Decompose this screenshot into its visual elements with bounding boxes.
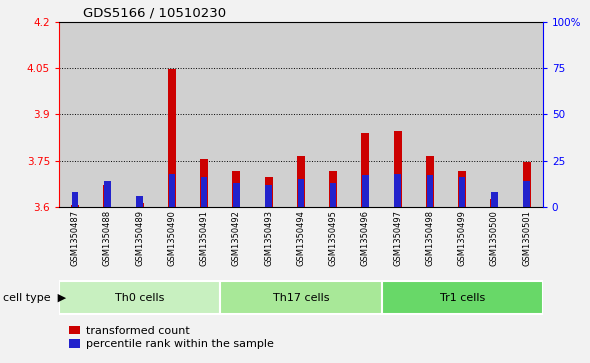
Bar [523, 162, 531, 207]
Bar [103, 185, 112, 207]
Bar [253, 22, 285, 207]
Bar [427, 175, 433, 207]
Bar [297, 156, 305, 207]
Bar [104, 181, 110, 207]
Bar [361, 134, 369, 207]
Bar [220, 22, 253, 207]
Bar [458, 171, 466, 207]
Bar [232, 171, 241, 207]
Bar [491, 192, 497, 207]
Bar [123, 22, 156, 207]
Bar [233, 183, 240, 207]
Bar [490, 199, 499, 207]
Bar [298, 179, 304, 207]
Bar [285, 22, 317, 207]
Bar [156, 22, 188, 207]
Legend: transformed count, percentile rank within the sample: transformed count, percentile rank withi… [64, 321, 278, 354]
Bar [382, 22, 414, 207]
Bar [72, 192, 78, 207]
Bar [168, 69, 176, 207]
Bar [394, 131, 402, 207]
Bar [71, 205, 79, 207]
Bar [446, 22, 478, 207]
Bar [478, 22, 510, 207]
Bar [188, 22, 220, 207]
Bar [264, 177, 273, 207]
Bar [169, 174, 175, 207]
Bar [91, 22, 123, 207]
Text: cell type  ▶: cell type ▶ [3, 293, 66, 303]
Bar [395, 174, 401, 207]
Bar [426, 156, 434, 207]
Bar [59, 22, 91, 207]
Bar [201, 177, 207, 207]
Bar [329, 171, 337, 207]
Bar [330, 183, 336, 207]
Bar [266, 185, 272, 207]
Bar [317, 22, 349, 207]
Text: Th17 cells: Th17 cells [273, 293, 329, 303]
Bar [349, 22, 382, 207]
Bar [136, 203, 144, 207]
Text: Tr1 cells: Tr1 cells [440, 293, 485, 303]
Bar [510, 22, 543, 207]
Text: GDS5166 / 10510230: GDS5166 / 10510230 [83, 6, 227, 19]
Bar [382, 281, 543, 314]
Text: Th0 cells: Th0 cells [115, 293, 165, 303]
Bar [362, 175, 369, 207]
Bar [200, 159, 208, 207]
Bar [459, 177, 466, 207]
Bar [136, 196, 143, 207]
Bar [59, 281, 220, 314]
Bar [523, 181, 530, 207]
Bar [220, 281, 382, 314]
Bar [414, 22, 446, 207]
